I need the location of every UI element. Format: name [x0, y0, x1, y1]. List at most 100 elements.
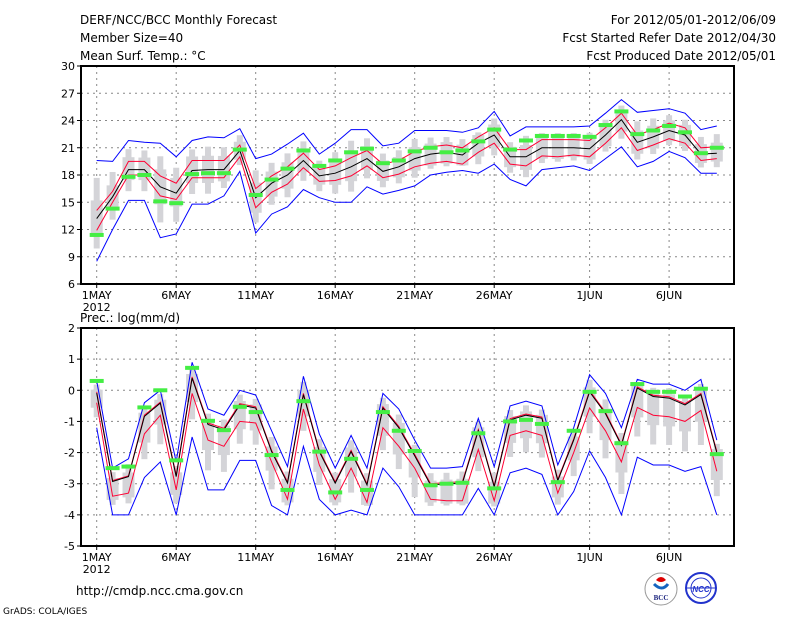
bcc-logo: BCC	[644, 572, 678, 606]
x-tick-label: 6MAY	[161, 551, 191, 564]
ensemble-box	[694, 390, 707, 422]
observed-marker	[598, 123, 613, 128]
x-tick-label: 26MAY	[476, 289, 513, 302]
observed-marker	[471, 139, 486, 144]
mean-line	[96, 118, 717, 219]
ensemble-box	[567, 137, 580, 158]
lower-spread-line	[96, 127, 717, 231]
plot-frame	[80, 65, 735, 285]
mean-line	[96, 377, 718, 489]
observed-marker	[121, 464, 136, 469]
observed-marker	[248, 410, 263, 415]
observed-marker	[678, 394, 692, 399]
observed-marker	[598, 409, 613, 414]
x-tick-label: 16MAY	[317, 551, 354, 564]
observed-marker	[375, 410, 390, 415]
observed-marker	[391, 158, 406, 163]
x-tick-label: 16MAY	[317, 289, 354, 302]
observed-marker	[709, 145, 724, 150]
source-url[interactable]: http://cmdp.ncc.cma.gov.cn	[76, 584, 243, 598]
precip-label: Prec.: log(mm/d)	[80, 311, 180, 325]
observed-marker	[487, 127, 502, 132]
x-tick-label: 11MAY	[237, 551, 274, 564]
x-tick-label: 1MAY	[82, 551, 112, 564]
observed-marker	[550, 133, 565, 138]
min-line	[96, 146, 717, 262]
ensemble-box	[679, 400, 691, 432]
max-line	[96, 98, 717, 162]
upper-spread-line	[96, 112, 717, 211]
forecast-period: For 2012/05/01-2012/06/09	[611, 13, 776, 27]
observed-marker	[89, 378, 104, 383]
observed-marker	[487, 486, 502, 491]
x-tick-label: 6JUN	[656, 289, 683, 302]
observed-marker	[344, 456, 359, 461]
y-tick-label: -5	[64, 540, 75, 553]
observed-marker	[566, 428, 581, 433]
member-size: Member Size=40	[80, 31, 183, 45]
y-tick-label: 27	[61, 87, 75, 100]
observed-marker	[439, 481, 454, 486]
y-tick-label: -2	[64, 447, 75, 460]
observed-marker	[693, 386, 708, 391]
y-tick-label: 21	[61, 142, 75, 155]
observed-marker	[662, 389, 677, 394]
ensemble-box	[567, 436, 580, 461]
y-tick-label: 6	[68, 278, 75, 291]
observed-marker	[693, 151, 708, 156]
y-tick-label: 9	[68, 251, 75, 264]
observed-marker	[328, 490, 343, 495]
observed-marker	[105, 466, 120, 471]
observed-marker	[216, 428, 231, 433]
observed-marker	[169, 458, 184, 463]
x-tick-label: 21MAY	[396, 289, 433, 302]
plot-frame	[80, 327, 735, 547]
ncc-logo-text: NCC	[692, 585, 710, 594]
observed-marker	[662, 123, 677, 128]
observed-marker	[630, 382, 645, 387]
x-tick-label: 21MAY	[396, 551, 433, 564]
observed-marker	[439, 150, 454, 155]
ensemble-box	[106, 478, 119, 500]
observed-marker	[137, 405, 152, 410]
x-tick-label: 11MAY	[237, 289, 274, 302]
observed-marker	[280, 166, 295, 171]
observed-marker	[630, 132, 645, 137]
observed-marker	[216, 171, 231, 176]
x-tick-label: 1MAY	[82, 289, 112, 302]
observed-marker	[614, 109, 629, 114]
y-tick-label: -3	[64, 478, 75, 491]
observed-marker	[360, 146, 374, 151]
observed-marker	[646, 389, 661, 394]
observed-marker	[169, 201, 184, 206]
observed-marker	[296, 399, 311, 404]
observed-marker	[503, 147, 518, 152]
observed-marker	[566, 133, 581, 138]
y-tick-label: -4	[64, 509, 75, 522]
observed-marker	[534, 421, 549, 426]
x-tick-label: 1JUN	[576, 289, 603, 302]
max-line	[96, 362, 718, 470]
ensemble-box	[615, 440, 628, 473]
observed-marker	[582, 134, 597, 139]
observed-marker	[678, 130, 692, 135]
observed-marker	[121, 174, 136, 179]
y-tick-label: 12	[61, 224, 75, 237]
observed-marker	[232, 404, 247, 409]
observed-marker	[519, 417, 533, 422]
observed-marker	[89, 232, 104, 237]
y-tick-label: 1	[68, 353, 75, 366]
ensemble-box	[710, 449, 723, 480]
ensemble-box	[345, 447, 358, 477]
observed-marker	[296, 148, 311, 153]
observed-marker	[407, 149, 422, 154]
observed-marker	[344, 150, 359, 155]
ensemble-box	[647, 393, 660, 426]
y-tick-label: 2	[68, 322, 75, 335]
observed-marker	[455, 148, 470, 153]
x-tick-label: 6JUN	[656, 551, 683, 564]
observed-marker	[153, 199, 168, 204]
observed-marker	[264, 177, 279, 182]
observed-marker	[375, 161, 390, 166]
